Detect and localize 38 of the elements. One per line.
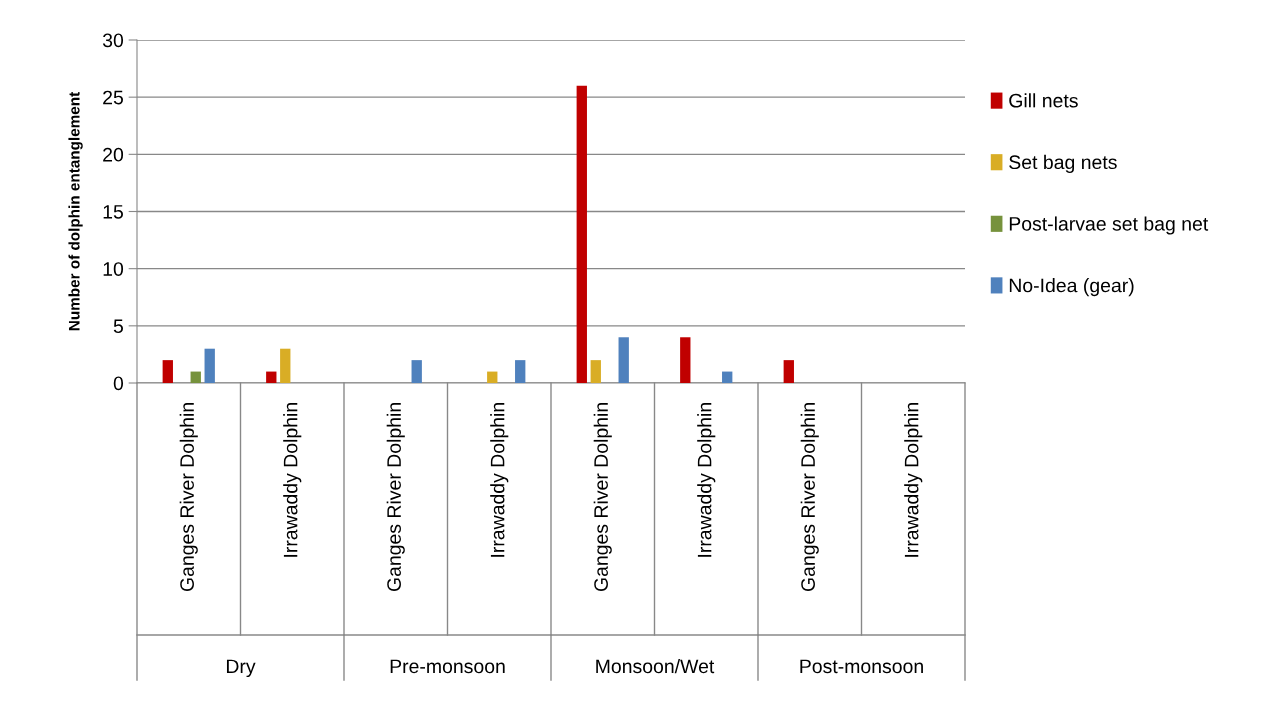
x-tick-label: Ganges River Dolphin: [179, 403, 198, 592]
x-tick-label: Irrawaddy Dolphin: [904, 403, 923, 557]
x-tick-label: Ganges River Dolphin: [800, 403, 819, 592]
y-tick-label: 20: [103, 147, 124, 162]
x-tick-label: Ganges River Dolphin: [386, 403, 405, 592]
y-tick-label: 25: [103, 90, 123, 105]
bar: [162, 360, 173, 383]
legend-label: Post-larvae set bag net: [1009, 216, 1209, 235]
bar: [576, 85, 587, 383]
bar: [618, 337, 629, 383]
bar: [190, 371, 201, 383]
bar: [266, 371, 277, 383]
bar: [590, 360, 601, 383]
bar: [487, 371, 498, 383]
x-tick-label: Ganges River Dolphin: [593, 403, 612, 592]
text: Monsoon/Wet: [596, 658, 715, 674]
y-tick-label: 15: [103, 205, 123, 219]
y-axis-title: Number of dolphin entanglement: [68, 92, 83, 331]
y-tick-label: 0: [113, 376, 124, 391]
legend-label: No-Idea (gear): [1009, 278, 1134, 297]
legend-label: Gill nets: [1009, 93, 1078, 108]
y-tick-label: 30: [102, 33, 124, 48]
y-tick-label: 10: [103, 262, 124, 276]
bar: [722, 371, 733, 383]
x-tick-label: Irrawaddy Dolphin: [490, 403, 509, 557]
x-tick-label: Irrawaddy Dolphin: [697, 403, 716, 557]
bar: [411, 360, 422, 383]
bar: [515, 360, 526, 383]
text: Pre-monsoon: [390, 659, 505, 674]
legend-label: Set bag nets: [1009, 154, 1117, 173]
bar: [680, 337, 691, 383]
bar: [783, 360, 794, 383]
y-tick-label: 5: [113, 319, 123, 334]
text: Post-monsoon: [800, 659, 923, 674]
text: Dry: [226, 659, 256, 678]
x-tick-label: Irrawaddy Dolphin: [283, 403, 302, 557]
bar: [280, 348, 291, 383]
bar: [204, 348, 215, 383]
